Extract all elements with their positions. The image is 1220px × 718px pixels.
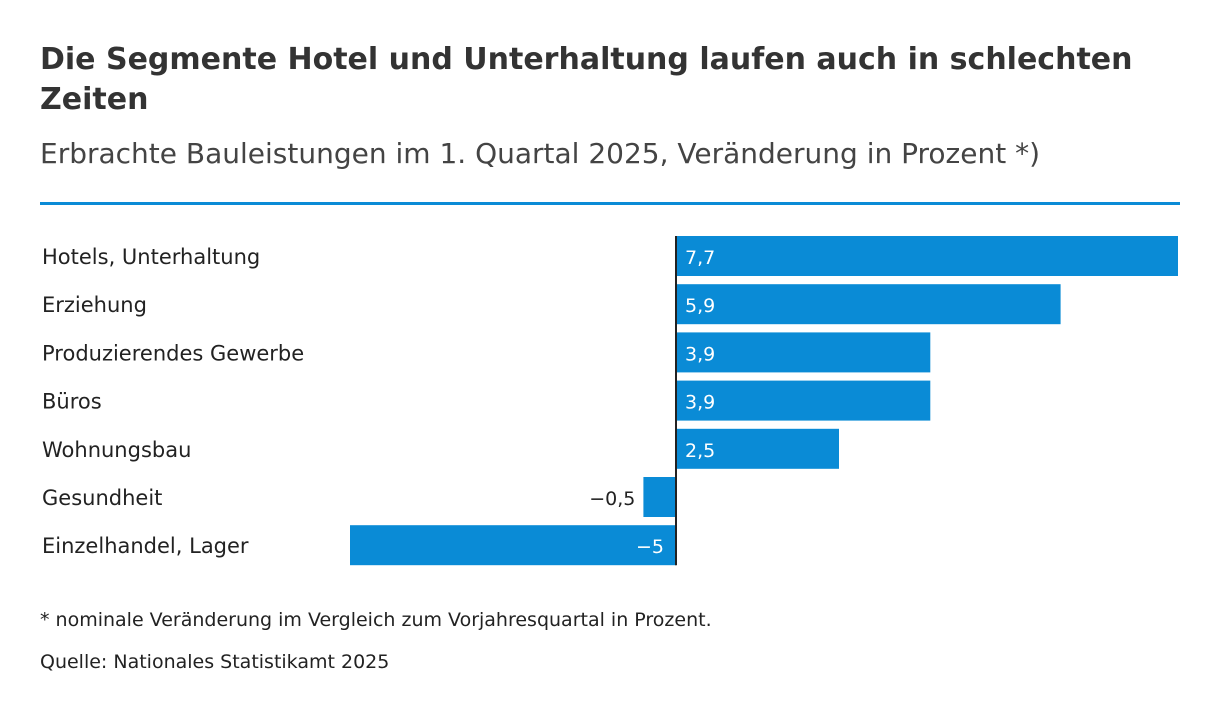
category-label-0: Hotels, Unterhaltung (42, 245, 260, 269)
category-label-3: Büros (42, 390, 102, 414)
value-label-3: 3,9 (685, 392, 715, 414)
chart-subtitle: Erbrachte Bauleistungen im 1. Quartal 20… (40, 137, 1041, 170)
header-divider (40, 202, 1180, 205)
value-labels-group: 7,7 5,9 3,9 3,9 2,5 −0,5 −5 (589, 247, 715, 558)
value-label-2: 3,9 (685, 343, 715, 365)
bar-1 (676, 284, 1061, 325)
bar-3 (676, 380, 931, 421)
value-label-5: −0,5 (589, 488, 635, 510)
footnote: * nominale Veränderung im Vergleich zum … (40, 609, 712, 631)
category-label-5: Gesundheit (42, 486, 162, 510)
bar-5 (643, 477, 676, 517)
category-label-4: Wohnungsbau (42, 438, 191, 462)
bar-0 (676, 236, 1178, 276)
value-label-0: 7,7 (685, 247, 715, 269)
value-label-4: 2,5 (685, 440, 715, 462)
category-labels-group: Hotels, Unterhaltung Erziehung Produzieren… (42, 245, 304, 558)
bar-6 (350, 525, 676, 566)
bar-2 (676, 332, 931, 373)
value-label-6: −5 (636, 536, 664, 558)
bars-group (350, 236, 1178, 566)
category-label-1: Erziehung (42, 293, 147, 317)
category-label-2: Produzierendes Gewerbe (42, 341, 304, 365)
bar-4 (676, 428, 839, 469)
chart-title: Die Segmente Hotel und Unterhaltung lauf… (40, 42, 1133, 117)
source-note: Quelle: Nationales Statistikamt 2025 (40, 651, 390, 673)
category-label-6: Einzelhandel, Lager (42, 534, 249, 558)
value-label-1: 5,9 (685, 295, 715, 317)
